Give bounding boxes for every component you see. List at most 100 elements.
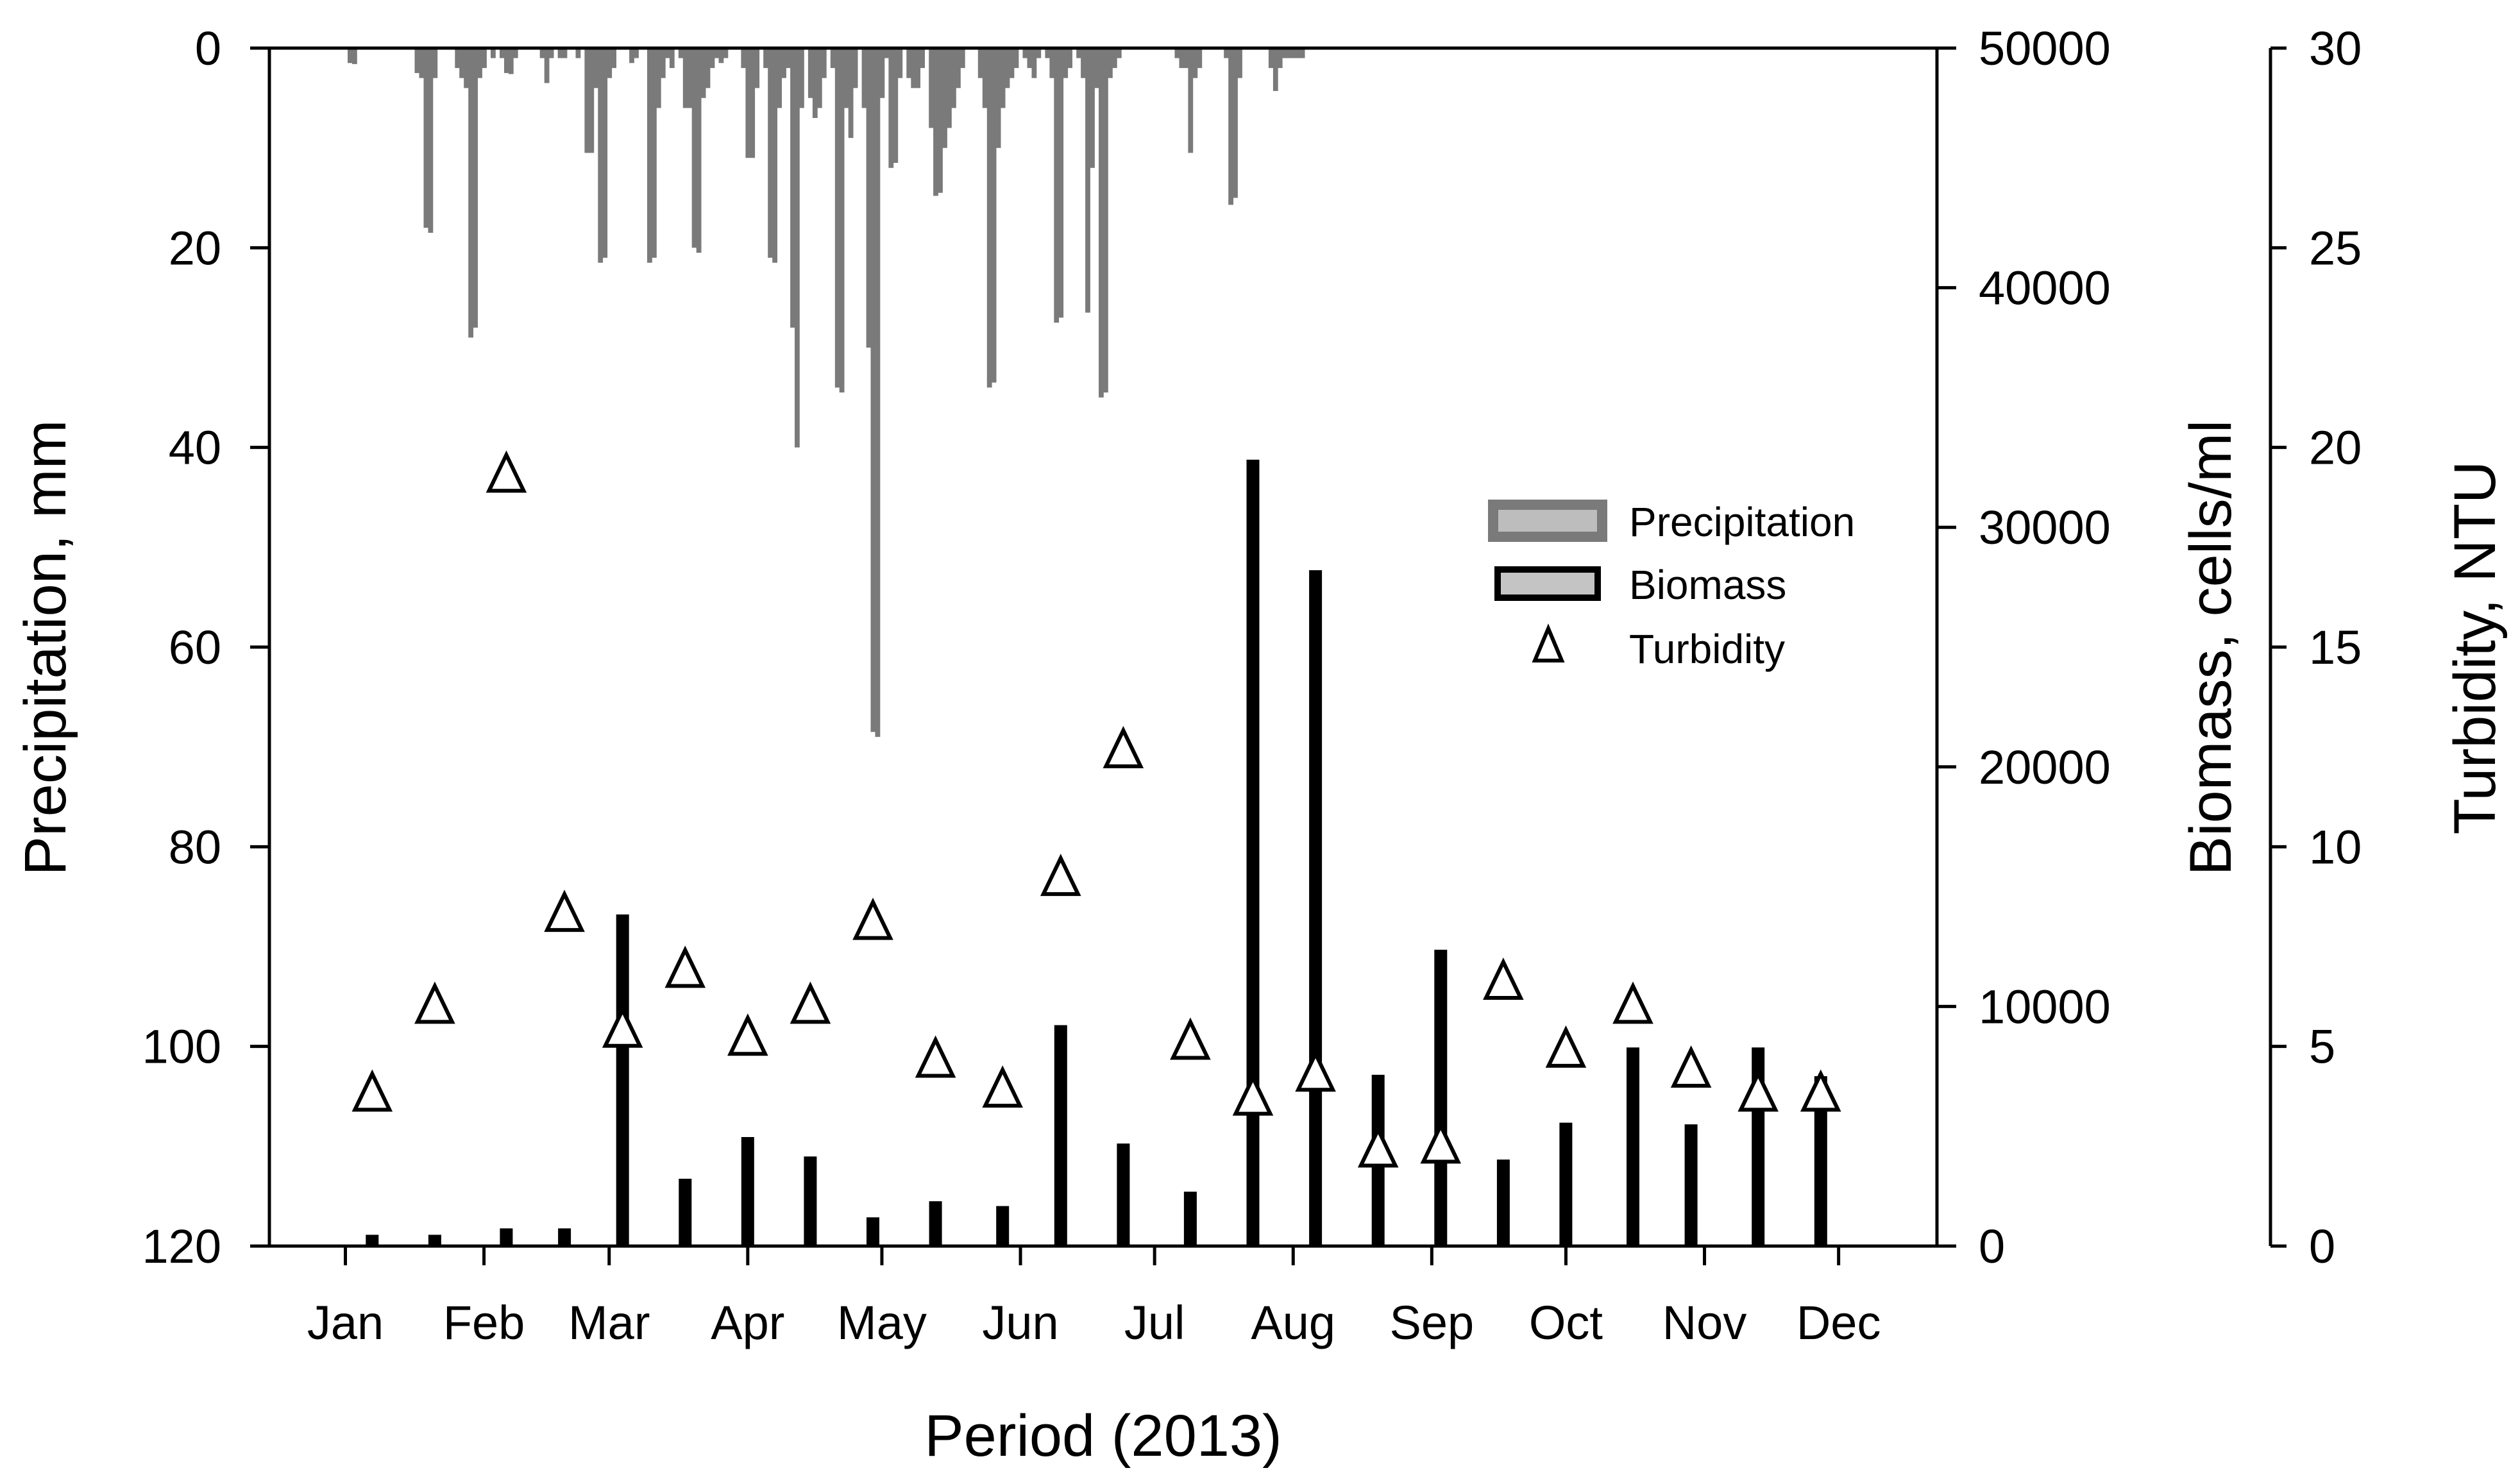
turbidity-point	[486, 450, 527, 493]
precipitation-bar	[790, 48, 795, 328]
precipitation-bar	[1179, 48, 1185, 69]
precipitation-bar	[1272, 48, 1278, 91]
turbidity-markers	[351, 450, 1841, 1168]
precipitation-bar	[1063, 48, 1069, 78]
precipitation-bar	[423, 48, 429, 228]
biomass-bar	[1117, 1143, 1130, 1246]
turbidity-point	[1040, 854, 1081, 897]
precipitation-bar	[906, 48, 912, 78]
biomass-bar	[1309, 570, 1323, 1246]
biomass-bar	[428, 1235, 441, 1246]
turbidity-point	[1483, 957, 1524, 1000]
precipitation-bar	[682, 48, 688, 108]
precipitation-bar	[929, 48, 934, 128]
precipitation-axis-title: Precipitation, mm	[13, 420, 78, 876]
turbidity-tick-label: 25	[2309, 221, 2362, 274]
precipitation-bar	[799, 48, 804, 108]
turbidity-point	[1670, 1045, 1712, 1088]
biomass-tick-label: 50000	[1979, 22, 2111, 75]
turbidity-point	[1545, 1025, 1587, 1068]
turbidity-point	[915, 1035, 956, 1078]
precipitation-bar	[428, 48, 434, 233]
precipitation-bar	[938, 48, 943, 193]
precipitation-bar	[687, 48, 693, 108]
precipitation-bar	[1233, 48, 1238, 198]
precipitation-bar	[763, 48, 768, 69]
legend-label-biomass: Biomass	[1629, 562, 1786, 608]
precipitation-bar	[1009, 48, 1015, 78]
legend: Precipitation Biomass Turbidity	[1488, 499, 1855, 672]
precipitation-bar	[750, 48, 756, 158]
precipitation-tick-label: 80	[169, 820, 221, 873]
precipitation-bar	[1076, 48, 1081, 58]
precipitation-bar	[1116, 48, 1122, 58]
precipitation-bar	[1094, 48, 1099, 89]
precipitation-bar	[714, 48, 720, 58]
precipitation-bar	[1054, 48, 1060, 323]
month-tick-label: Oct	[1529, 1296, 1603, 1349]
turbidity-tick-label: 0	[2309, 1220, 2335, 1273]
precipitation-bar	[839, 48, 845, 392]
biomass-bar	[996, 1206, 1010, 1246]
precipitation-bar	[652, 48, 657, 258]
turbidity-point	[602, 1005, 643, 1048]
precipitation-bar	[1049, 48, 1055, 78]
precipitation-bar	[1299, 48, 1305, 58]
precipitation-bar	[1268, 48, 1274, 69]
precipitation-bar	[1027, 48, 1033, 69]
precipitation-bar	[709, 48, 715, 69]
precipitation-bar	[1237, 48, 1242, 78]
precipitation-bar	[768, 48, 773, 258]
precipitation-bar	[660, 48, 666, 78]
precipitation-bar	[1090, 48, 1095, 168]
turbidity-point	[1737, 1069, 1779, 1112]
precipitation-bar	[705, 48, 711, 89]
precipitation-bar	[995, 48, 1001, 148]
precipitation-tick-label: 20	[169, 221, 221, 274]
precipitation-bar	[634, 48, 639, 58]
turbidity-tick-label: 10	[2309, 820, 2362, 873]
legend-label-turbidity: Turbidity	[1629, 626, 1785, 672]
biomass-bar	[1814, 1076, 1827, 1246]
precipitation-bar	[1290, 48, 1296, 58]
precipitation-bar	[598, 48, 604, 263]
biomass-bar	[1684, 1124, 1698, 1246]
precipitation-bar	[544, 48, 550, 83]
precipitation-bar	[951, 48, 956, 108]
turbidity-point	[1232, 1073, 1274, 1116]
precipitation-bar	[772, 48, 777, 263]
precipitation-bar	[1192, 48, 1198, 78]
precipitation-bar	[1228, 48, 1233, 205]
biomass-bar	[804, 1156, 817, 1246]
turbidity-tick-label: 20	[2309, 421, 2362, 475]
precipitation-bar	[508, 48, 514, 74]
precipitation-bar	[870, 48, 876, 732]
turbidity-point	[1800, 1069, 1841, 1112]
biomass-bar	[1183, 1192, 1197, 1246]
legend-label-precipitation: Precipitation	[1629, 499, 1855, 545]
precipitation-bar	[786, 48, 791, 69]
precipitation-bar	[491, 48, 496, 58]
precipitation-bar	[1112, 48, 1117, 69]
month-tick-label: Dec	[1797, 1296, 1881, 1349]
precipitation-bar	[875, 48, 881, 738]
biomass-axis-ticks: 0 10000 20000 30000 40000 50000	[1937, 22, 2111, 1273]
precipitation-bar	[1013, 48, 1019, 69]
precipitation-bar	[986, 48, 992, 388]
turbidity-axis-title: Turbidity, NTU	[2442, 461, 2508, 835]
precipitation-bar	[911, 48, 917, 89]
precipitation-bar	[956, 48, 961, 89]
precipitation-bar	[539, 48, 545, 58]
biomass-tick-label: 20000	[1979, 741, 2111, 794]
precipitation-bar	[777, 48, 782, 108]
precipitation-bar	[584, 48, 590, 153]
biomass-bar	[558, 1228, 571, 1246]
biomass-bar	[929, 1201, 942, 1246]
legend-swatch-precipitation	[1488, 500, 1607, 542]
precipitation-bar	[607, 48, 613, 78]
precipitation-bar	[1031, 48, 1037, 78]
biomass-bar	[741, 1137, 754, 1246]
precipitation-bar	[1103, 48, 1108, 392]
precipitation-bar	[897, 48, 903, 78]
precipitation-bar	[1286, 48, 1292, 58]
